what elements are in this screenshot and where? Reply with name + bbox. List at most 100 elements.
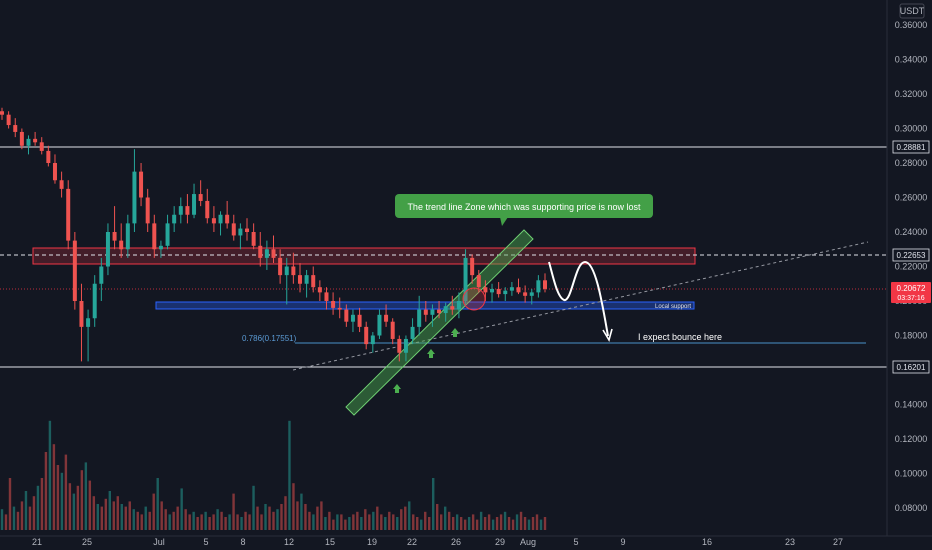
dashed-trend-line[interactable] (292, 241, 869, 371)
candle (145, 188, 150, 232)
candle (509, 282, 514, 296)
candle-body (198, 194, 203, 201)
volume-bar (463, 519, 467, 530)
candle (72, 232, 77, 310)
candle (158, 240, 163, 258)
volume-bar (408, 501, 411, 530)
volume-bar (495, 517, 499, 530)
candle-body (423, 309, 428, 315)
volume-bar (92, 496, 96, 530)
candle (430, 304, 435, 327)
volume-bar (447, 511, 451, 530)
price-axis[interactable] (888, 0, 932, 536)
level-label-box (892, 140, 930, 154)
candle (132, 149, 137, 232)
volume-bar (212, 514, 215, 530)
candle-body (238, 228, 243, 236)
candle-body (364, 326, 369, 345)
candle-body (483, 287, 488, 293)
volume-bar (36, 485, 40, 530)
candle (523, 285, 528, 303)
volume-bar (128, 501, 131, 530)
candle-body (258, 245, 263, 258)
candle-body (509, 287, 514, 291)
volume-bar (284, 496, 287, 530)
time-tick-label: 9 (620, 537, 625, 547)
time-tick-label: 26 (451, 537, 461, 547)
candle (503, 287, 508, 301)
price-tick-label: 0.12000 (895, 434, 928, 444)
volume-bar (216, 509, 219, 530)
candle-body (264, 249, 269, 258)
local-support-zone[interactable] (155, 301, 695, 310)
volume-bar (428, 517, 431, 530)
volume-bar (316, 506, 319, 530)
volume-bar (368, 514, 371, 530)
volume-bar (148, 511, 151, 530)
volume-bar (539, 519, 543, 530)
candle-body (324, 292, 329, 301)
volume-bar (244, 511, 247, 530)
time-tick-label: Jul (153, 537, 165, 547)
volume-bar (104, 498, 108, 530)
level-label-028881: 0.28881 (897, 143, 926, 152)
resistance-zone[interactable] (32, 247, 696, 265)
volume-bar (300, 493, 303, 530)
volume-bar (503, 511, 507, 530)
volume-bar (276, 509, 279, 530)
candle-body (450, 306, 455, 310)
candle-body (437, 309, 442, 314)
candle (284, 257, 289, 305)
callout-bubble[interactable]: The trend line Zone which was supporting… (395, 194, 653, 226)
volume-bar (312, 514, 315, 530)
candle (516, 278, 521, 295)
candle (6, 111, 11, 129)
volume-bar (475, 519, 479, 530)
local-support-label: Local support (655, 304, 691, 310)
volume-bar (296, 501, 299, 530)
candle-body (496, 288, 501, 295)
candle (297, 263, 302, 293)
candle-body (357, 314, 362, 327)
volume-bar (372, 511, 375, 530)
candle-body (0, 111, 4, 115)
candle-body (297, 275, 302, 284)
projected-arrowhead-icon (602, 328, 613, 343)
volume-bar (188, 514, 191, 530)
volume-bar (344, 519, 347, 530)
callout-text: The trend line Zone which was supporting… (407, 202, 641, 212)
volume-bar (499, 514, 503, 530)
volume-bar (491, 519, 495, 530)
volume-bar (116, 496, 119, 530)
candle (86, 309, 91, 362)
fib-0786-label: 0.786(0.17551) (242, 334, 297, 343)
volume-bar (519, 511, 523, 530)
volume-bar (220, 511, 223, 530)
candle (218, 211, 223, 236)
time-tick-label: 5 (573, 537, 578, 547)
currency-label: USDT (900, 6, 925, 16)
candle (456, 292, 461, 319)
volume-bar (364, 509, 367, 530)
volume-bar (0, 509, 4, 530)
candle (225, 200, 230, 229)
candle-body (192, 194, 197, 215)
candle-body (384, 314, 389, 322)
candle (192, 183, 197, 219)
time-tick-label: 8 (240, 537, 245, 547)
callout-box (395, 194, 653, 218)
volume-bar (12, 506, 16, 530)
candle (231, 214, 236, 241)
candle-body (178, 206, 183, 215)
volume-bar (112, 501, 115, 530)
time-axis[interactable]: 21 25 Jul 5 8 12 15 19 22 26 29 Aug 5 9 16 23 27 (32, 537, 843, 547)
candle-body (476, 275, 481, 288)
candle-body (205, 200, 210, 219)
volume-bar (176, 506, 179, 530)
candle (311, 266, 316, 293)
volume-bar (88, 480, 92, 530)
volume-bar (48, 420, 52, 530)
candle (92, 275, 97, 327)
level-label-box (892, 248, 930, 262)
